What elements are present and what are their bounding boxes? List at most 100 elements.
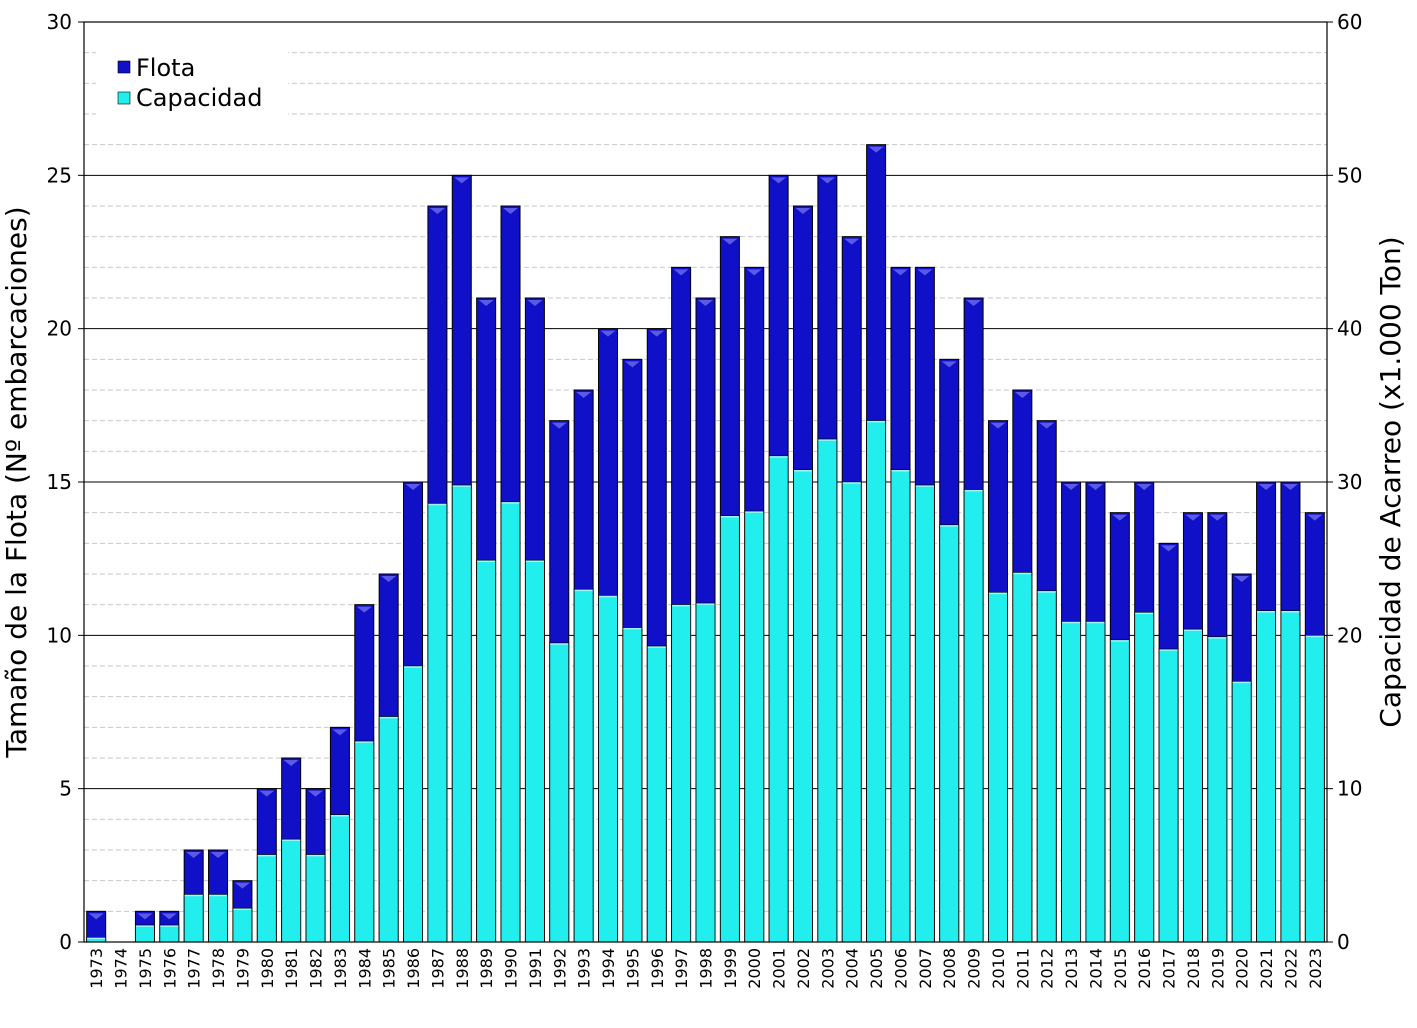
bar-capacidad	[1183, 628, 1203, 943]
bar-capacidad	[500, 501, 521, 943]
x-tick-label: 1987	[428, 948, 447, 989]
bar-flota-cap-highlight	[1282, 484, 1298, 490]
bar-capacidad	[817, 438, 838, 943]
x-tick-label: 1983	[331, 948, 350, 989]
bars	[86, 144, 1325, 943]
bar-capacidad	[524, 559, 545, 943]
x-tick-label: 2019	[1208, 948, 1227, 989]
x-tick-label: 1979	[233, 948, 252, 989]
y-tick-label: 10	[47, 623, 72, 647]
bar-flota-cap-highlight	[1307, 514, 1323, 521]
x-tick-label: 1982	[307, 948, 326, 989]
bar-capacidad	[232, 907, 253, 943]
x-tick-label: 2008	[940, 948, 959, 989]
bar-flota-cap-highlight	[161, 913, 177, 920]
bar-capacidad	[427, 503, 448, 943]
x-tick-label: 2004	[843, 948, 862, 989]
bar-flota-cap-highlight	[966, 300, 982, 306]
x-tick-label: 1996	[648, 948, 667, 989]
x-axis: 1973 1974 1975 1976 1977 1978 1979 1980 1981 1982…	[87, 948, 1325, 989]
bar-capacidad	[1256, 610, 1276, 943]
bar-flota-cap-highlight	[649, 330, 665, 337]
bar-capacidad	[573, 588, 594, 943]
bar-capacidad	[890, 469, 911, 943]
bar-capacidad	[1207, 636, 1228, 943]
bar-flota-cap-highlight	[576, 392, 592, 398]
y2-tick-label: 30	[1337, 470, 1362, 494]
bar-capacidad	[695, 602, 716, 943]
x-tick-label: 2021	[1257, 948, 1276, 989]
bar-flota-cap-highlight	[551, 422, 567, 429]
x-tick-label: 1986	[404, 948, 423, 989]
y-tick-label: 20	[47, 317, 72, 341]
bar-capacidad	[330, 814, 350, 943]
x-tick-label: 2016	[1135, 948, 1154, 989]
bar-flota-cap-highlight	[429, 208, 445, 214]
bar-flota-cap-highlight	[88, 913, 104, 920]
y-tick-label: 25	[47, 163, 72, 187]
bar-capacidad	[939, 524, 960, 943]
y2-tick-label: 60	[1337, 10, 1362, 34]
x-tick-label: 1995	[623, 948, 642, 989]
bar-capacidad	[549, 642, 570, 943]
bar-capacidad	[135, 924, 155, 943]
bar-flota-cap-highlight	[819, 177, 835, 184]
bar-flota-cap-highlight	[600, 330, 616, 337]
bar-flota-cap-highlight	[478, 300, 494, 306]
legend-label-capacidad: Capacidad	[136, 84, 262, 112]
x-tick-label: 2001	[770, 948, 789, 989]
bar-capacidad	[914, 484, 935, 943]
x-tick-label: 1994	[599, 948, 618, 989]
bar-flota-cap-highlight	[624, 361, 640, 368]
bar-flota-cap-highlight	[941, 361, 957, 368]
bar-capacidad	[476, 559, 497, 943]
x-tick-label: 1975	[136, 948, 155, 989]
bar-flota-cap-highlight	[210, 852, 226, 858]
bar-flota-cap-highlight	[186, 852, 202, 858]
bar-flota-cap-highlight	[454, 177, 470, 184]
bar-capacidad	[305, 854, 326, 943]
x-tick-label: 2002	[794, 948, 813, 989]
bar-capacidad	[1280, 610, 1301, 943]
bar-capacidad	[1012, 572, 1033, 943]
x-tick-label: 2009	[965, 948, 984, 989]
x-tick-label: 1985	[380, 948, 399, 989]
bar-flota-cap-highlight	[1087, 484, 1103, 490]
bar-flota-cap-highlight	[892, 269, 908, 276]
bar-flota-cap-highlight	[1039, 422, 1055, 429]
legend-swatch-flota	[117, 60, 131, 74]
x-tick-label: 2014	[1086, 948, 1105, 989]
y-tick-label: 0	[59, 930, 72, 954]
bar-capacidad	[1061, 621, 1081, 943]
x-tick-label: 2011	[1013, 948, 1032, 989]
bar-capacidad	[378, 716, 399, 943]
y-tick-label: 15	[47, 470, 72, 494]
y2-tick-label: 10	[1337, 777, 1362, 801]
bar-capacidad	[768, 455, 789, 943]
x-tick-label: 1988	[453, 948, 472, 989]
x-tick-label: 2005	[867, 948, 886, 989]
x-tick-label: 2012	[1038, 948, 1057, 989]
x-tick-label: 2020	[1233, 948, 1252, 989]
y-axis-right: 0 10 20 30 40 50 60	[1327, 10, 1362, 954]
bar-capacidad	[183, 894, 204, 943]
bar-flota-cap-highlight	[1258, 484, 1274, 490]
bar-capacidad	[354, 740, 375, 943]
bar-capacidad	[598, 595, 618, 943]
bar-flota-cap-highlight	[234, 882, 250, 889]
bar-flota-cap-highlight	[746, 269, 762, 276]
x-tick-label: 1977	[185, 948, 204, 989]
x-tick-label: 1999	[721, 948, 740, 989]
x-tick-label: 2013	[1062, 948, 1081, 989]
bar-capacidad	[1231, 680, 1252, 943]
bar-flota-cap-highlight	[844, 238, 860, 245]
y-axis-left: 0 5 10 15 20 25 30	[47, 10, 84, 954]
x-tick-label: 2007	[916, 948, 935, 989]
bar-flota-cap-highlight	[356, 606, 372, 613]
x-tick-label: 1980	[258, 948, 277, 989]
x-tick-label: 2023	[1306, 948, 1325, 989]
bar-capacidad	[866, 420, 887, 943]
bar-flota-cap-highlight	[137, 913, 153, 920]
bar-flota-cap-highlight	[503, 208, 519, 214]
